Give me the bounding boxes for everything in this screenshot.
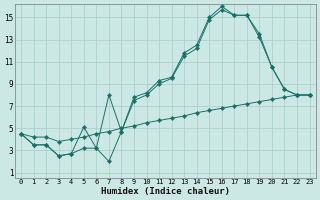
X-axis label: Humidex (Indice chaleur): Humidex (Indice chaleur): [101, 187, 230, 196]
